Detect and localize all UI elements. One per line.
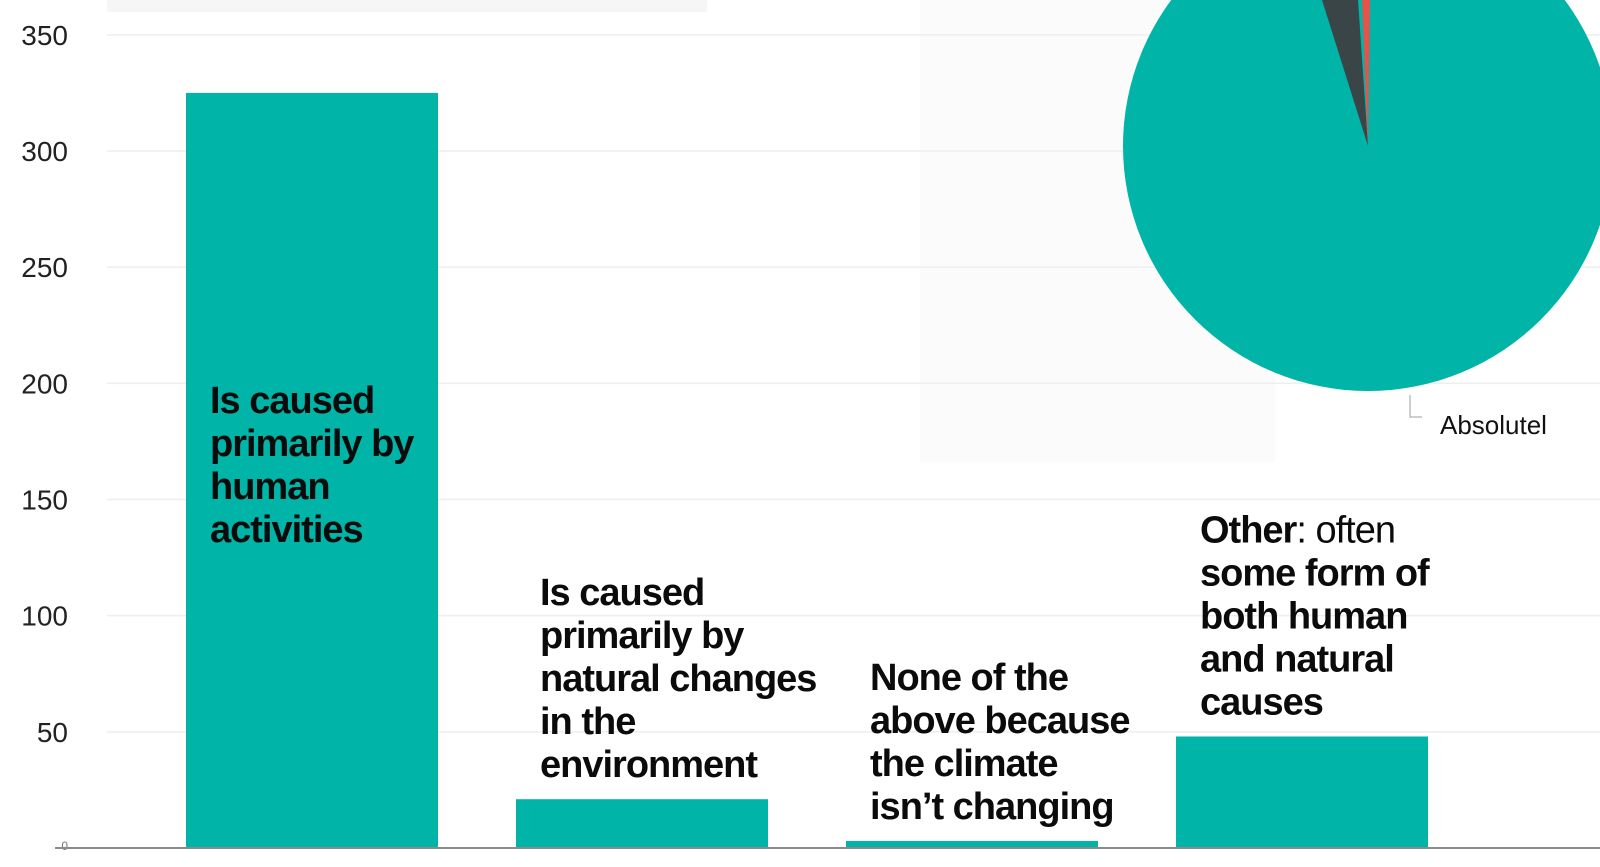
- bar-label-line: and natural: [1200, 638, 1394, 680]
- bar-label-line: environment: [540, 744, 758, 786]
- bar-label-line: activities: [210, 509, 363, 551]
- bar-label-line: the climate: [870, 743, 1058, 785]
- y-tick-label: 250: [21, 252, 68, 283]
- y-tick-label: 300: [21, 136, 68, 167]
- bar: [1176, 736, 1428, 848]
- pie-slice-main: [1123, 0, 1600, 391]
- bar-label-line: Is caused: [210, 380, 374, 422]
- bar-label-line: primarily by: [210, 423, 414, 465]
- bar-label-line: natural changes: [540, 658, 816, 700]
- bar-label-line: primarily by: [540, 615, 744, 657]
- y-tick-label: 100: [21, 601, 68, 632]
- bar-label-line: some form of: [1200, 552, 1430, 594]
- panel-top-strip: [107, 0, 707, 12]
- bar-label-line: None of the: [870, 657, 1068, 699]
- bar-label-line: in the: [540, 701, 635, 743]
- pie-leader-line: [1409, 395, 1422, 418]
- bar-label-line: isn’t changing: [870, 786, 1114, 828]
- y-tick-label: 50: [37, 717, 68, 748]
- y-tick-label: 350: [21, 20, 68, 51]
- bar-label-line: human: [210, 466, 330, 508]
- bar-label-line: causes: [1200, 681, 1323, 723]
- pie-slice-red: [1362, 0, 1370, 146]
- bar: [846, 841, 1098, 848]
- bar: [516, 799, 768, 848]
- bar-label-line: Is caused: [540, 572, 704, 614]
- pie-label: Absolutel: [1440, 410, 1547, 440]
- bars: [186, 92, 1428, 848]
- y-tick-label: 200: [21, 368, 68, 399]
- pie-slice-dark: [1322, 0, 1368, 146]
- y-tick-label: 150: [21, 485, 68, 516]
- y-tick-label: 0: [61, 839, 68, 853]
- y-axis-ticks: 0 50 100 150 200 250 300 350: [21, 20, 68, 853]
- bar-label-line: above because: [870, 700, 1129, 742]
- pie-chart-inset: Absolutel: [1123, 0, 1600, 440]
- bar-label-line: both human: [1200, 595, 1407, 637]
- bar-label-line: Other: often: [1200, 509, 1395, 551]
- bar: [186, 92, 438, 848]
